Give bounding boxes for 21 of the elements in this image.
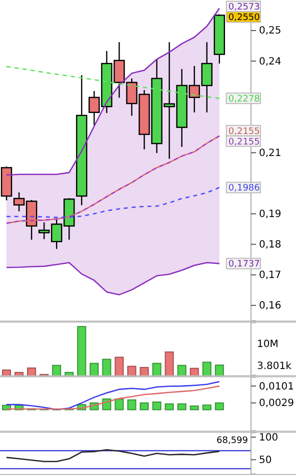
- y-tick-label: 0,24: [259, 56, 282, 68]
- data-label: 0,2573: [228, 2, 260, 13]
- y-tick-label: 0,0101: [259, 381, 294, 392]
- y-tick-label: 0,0029: [259, 398, 294, 410]
- y-tick-label: 0,18: [259, 240, 282, 251]
- data-label: 0,2155: [228, 126, 260, 137]
- y-tick-label: 0,16: [259, 300, 282, 312]
- y-tick-label: 0,17: [259, 270, 282, 282]
- y-tick-label: 0,25: [259, 26, 282, 37]
- y-tick-label: 50: [259, 454, 272, 466]
- data-label: 0,2278: [228, 94, 260, 104]
- data-label: 0,2155: [228, 137, 260, 148]
- data-label: 0,1986: [228, 184, 260, 194]
- annotation: 68,599: [216, 436, 248, 446]
- y-tick-label: 0,21: [259, 148, 282, 159]
- y-tick-label: 100: [259, 432, 278, 444]
- y-tick-label: 0,19: [259, 208, 282, 220]
- text: 3.801k: [257, 360, 292, 372]
- data-label: 0,1737: [228, 260, 260, 270]
- text: 0,2550: [228, 13, 260, 24]
- text: 10M: [257, 338, 278, 350]
